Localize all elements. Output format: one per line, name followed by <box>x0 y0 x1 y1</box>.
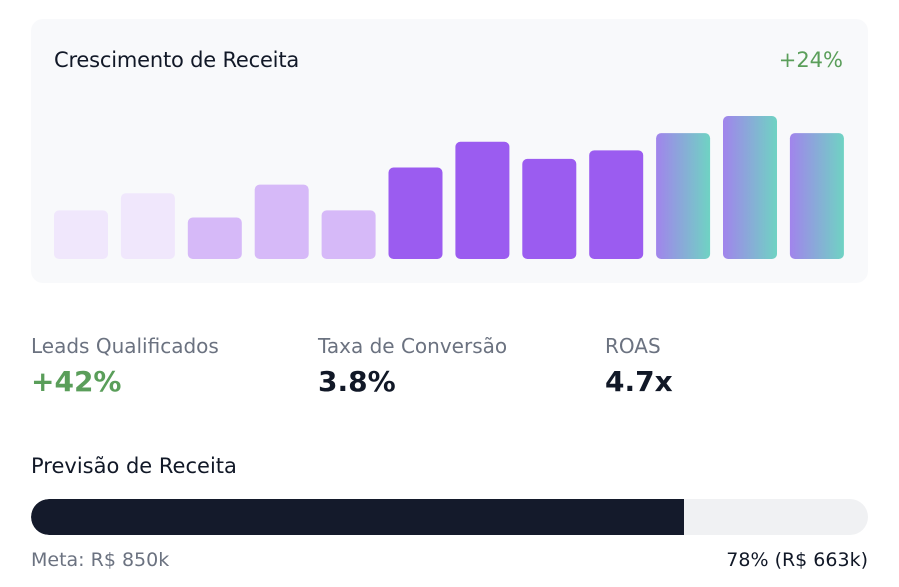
bar-10 <box>656 133 711 259</box>
metric-label: Taxa de Conversão <box>318 334 508 358</box>
bar-7 <box>455 141 510 259</box>
metric-value: 3.8% <box>318 365 396 398</box>
bar-6 <box>388 167 443 259</box>
revenue-change-badge: +24% <box>778 48 843 72</box>
metric-qualified-leads: Leads Qualificados +42% <box>31 333 219 400</box>
metric-value: +42% <box>31 365 122 398</box>
metric-conversion-rate: Taxa de Conversão 3.8% <box>318 333 507 400</box>
metric-value: 4.7x <box>605 365 673 398</box>
forecast-progress-bar <box>31 499 868 535</box>
forecast-progress-label: 78% (R$ 663k) <box>726 549 868 571</box>
forecast-title: Previsão de Receita <box>31 454 237 478</box>
revenue-growth-card: Crescimento de Receita +24% <box>31 19 868 283</box>
bar-3 <box>187 217 242 259</box>
bar-2 <box>120 193 175 259</box>
bar-11 <box>723 116 777 259</box>
metric-label: ROAS <box>605 334 661 358</box>
metric-label: Leads Qualificados <box>31 334 219 358</box>
bar-1 <box>54 210 108 259</box>
metric-roas: ROAS 4.7x <box>605 333 673 400</box>
forecast-goal-label: Meta: R$ 850k <box>31 549 170 571</box>
forecast-progress-fill <box>31 499 684 535</box>
bar-9 <box>589 150 644 259</box>
revenue-growth-bar-chart <box>54 116 844 259</box>
bar-12 <box>789 133 844 259</box>
bar-5 <box>321 210 376 259</box>
bar-8 <box>522 158 577 259</box>
bar-4 <box>254 184 309 259</box>
chart-title: Crescimento de Receita <box>54 48 300 72</box>
